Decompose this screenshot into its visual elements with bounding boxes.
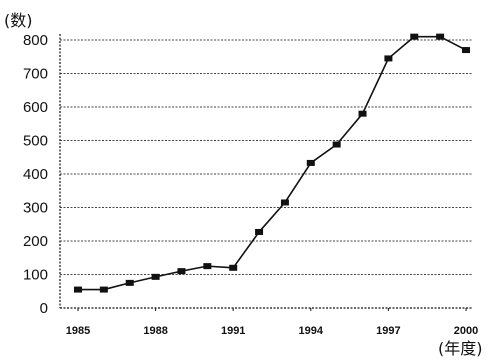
data-point-1990 xyxy=(203,263,212,270)
x-tick-label-1985: 1985 xyxy=(66,325,90,337)
x-tick-label-1997: 1997 xyxy=(376,325,400,337)
data-point-1989 xyxy=(177,268,186,275)
x-tick-label-1988: 1988 xyxy=(143,325,167,337)
y-tick-label-300: 300 xyxy=(23,200,48,217)
x-tick-label-1994: 1994 xyxy=(299,325,324,337)
data-point-1987 xyxy=(125,279,134,286)
data-point-1994 xyxy=(306,159,315,166)
gridlines xyxy=(60,39,472,275)
x-axis-label: (年度) xyxy=(438,339,483,358)
series-line-0 xyxy=(78,35,467,291)
data-point-1993 xyxy=(280,199,289,206)
y-tick-label-200: 200 xyxy=(23,233,48,250)
data-point-1996 xyxy=(358,110,367,117)
y-tick-label-500: 500 xyxy=(23,133,48,150)
data-point-1988 xyxy=(151,273,160,280)
y-tick-label-800: 800 xyxy=(23,32,48,49)
data-point-1998 xyxy=(410,33,419,40)
x-tick-label-1991: 1991 xyxy=(221,325,245,337)
y-axis-label: (数) xyxy=(4,11,33,30)
y-tick-label-700: 700 xyxy=(23,66,48,83)
data-point-1992 xyxy=(255,228,264,235)
data-point-1997 xyxy=(384,55,393,62)
series-layer xyxy=(74,33,470,293)
data-point-1995 xyxy=(332,141,341,148)
x-tick-label-2000: 2000 xyxy=(454,325,478,337)
y-tick-label-100: 100 xyxy=(23,267,48,284)
data-point-1986 xyxy=(99,286,108,293)
data-point-1985 xyxy=(74,286,82,293)
data-point-2000 xyxy=(462,47,470,54)
data-point-1999 xyxy=(436,33,445,40)
y-tick-label-400: 400 xyxy=(23,166,48,183)
axes xyxy=(59,34,472,311)
y-tick-label-600: 600 xyxy=(23,99,48,116)
tick-labels: 0 100 200 300 400 500 600 700 800 1985 1988 1991 199… xyxy=(23,32,478,337)
y-tick-label-0: 0 xyxy=(40,300,48,317)
data-point-1991 xyxy=(229,264,238,271)
